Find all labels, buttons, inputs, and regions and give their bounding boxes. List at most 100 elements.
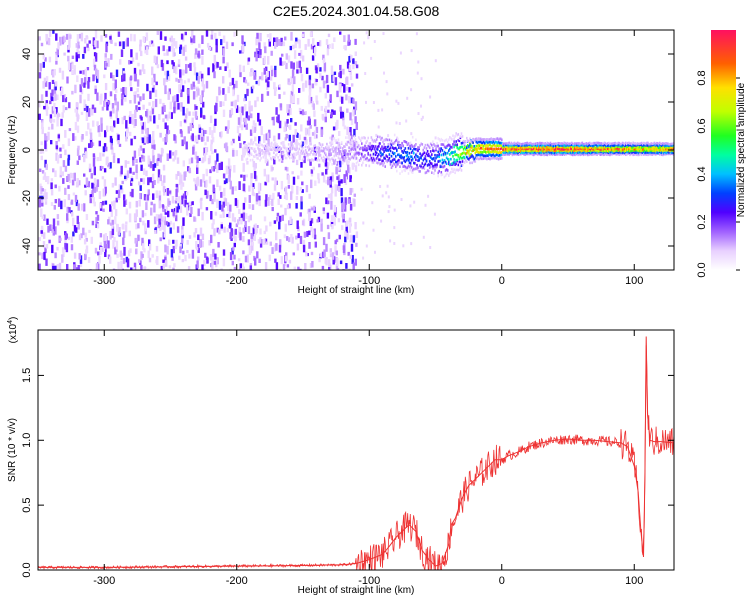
spectrogram-cell (312, 153, 314, 156)
spectrogram-cell (231, 42, 234, 47)
spectrogram-cell (63, 36, 66, 43)
spectrogram-cell (106, 102, 109, 111)
spectrogram-cell (422, 152, 425, 156)
spectrogram-cell (177, 171, 180, 176)
spectrogram-cell (161, 204, 165, 208)
spectrogram-cell (444, 152, 447, 155)
spectrogram-cell (249, 265, 252, 270)
spectrogram-cell (459, 160, 462, 164)
spectrogram-cell (629, 142, 631, 145)
spectrogram-cell (293, 50, 297, 59)
spectrogram-cell (519, 142, 521, 146)
spectrogram-cell (338, 234, 341, 240)
spectrogram-cell (45, 244, 49, 249)
spectrogram-cell (353, 193, 356, 197)
spectrogram-cell (653, 145, 656, 149)
spectrogram-cell (58, 262, 62, 270)
spectrogram-cell (296, 98, 300, 105)
spectrogram-cell (609, 148, 611, 151)
spectrogram-cell (323, 62, 327, 72)
spectrogram-cell (110, 53, 113, 60)
spectrogram-cell (449, 153, 451, 156)
spectrogram-cell (214, 149, 217, 153)
spectrogram-cell (293, 76, 296, 85)
spectrogram-cell (197, 134, 201, 140)
spectrogram-cell (485, 138, 487, 142)
spectrogram-cell (478, 144, 481, 147)
spectrogram-cell (285, 147, 288, 151)
spectrogram-cell (602, 149, 605, 153)
spectrogram-cell (489, 153, 491, 156)
spectrogram-cell (526, 147, 528, 151)
spectrogram-cell (224, 198, 228, 206)
spectrogram-cell (354, 116, 357, 124)
spectrogram-cell (245, 158, 248, 161)
spectrogram-cell (335, 141, 338, 144)
spectrogram-cell (557, 153, 559, 156)
spectrogram-cell (59, 36, 62, 46)
spectrogram-cell (628, 147, 630, 150)
spectrogram-cell (87, 257, 91, 263)
spectrogram-cell (476, 156, 479, 160)
spectrogram-cell (601, 146, 604, 150)
spectrogram-cell (575, 144, 577, 147)
spectrogram-cell (630, 145, 632, 149)
spectrogram-cell (346, 140, 348, 144)
spectrogram-cell (43, 251, 46, 260)
spectrogram-cell (80, 233, 83, 239)
spectrogram-cell (127, 250, 131, 257)
spectrogram-cell (464, 140, 467, 143)
spectrogram-cell (165, 133, 168, 143)
spectrogram-cell (247, 148, 250, 152)
spectrogram-cell (265, 241, 269, 245)
spectrogram-cell (519, 152, 521, 155)
spectrogram-cell (338, 72, 341, 77)
spectrogram-cell (506, 149, 508, 153)
spectrogram-cell (283, 154, 286, 157)
spectrogram-cell (271, 116, 274, 121)
spectrogram-cell (479, 140, 482, 144)
spectrogram-cell (653, 151, 656, 154)
spectrogram-cell (520, 143, 522, 146)
spectrogram-cell (43, 214, 46, 221)
spectrogram-cell (352, 58, 355, 64)
spectrogram-cell (474, 160, 477, 163)
spectrogram-cell (325, 153, 327, 157)
spectrogram-cell (75, 102, 79, 108)
spectrogram-cell (380, 151, 382, 155)
spectrogram-cell (437, 144, 439, 148)
spectrogram-cell (254, 136, 257, 142)
spectrogram-cell (340, 197, 344, 204)
spectrogram-cell (197, 244, 200, 253)
spectrogram-cell (59, 237, 62, 241)
spectrogram-cell (298, 88, 301, 93)
spectrogram-cell (371, 144, 374, 148)
spectrogram-cell (67, 138, 71, 147)
spectrogram-cell (123, 115, 126, 121)
spectrogram-cell (494, 140, 497, 144)
spectrogram-cell (398, 158, 400, 162)
spectrogram-cell (363, 41, 366, 45)
spectrogram-cell (485, 144, 487, 148)
spectrogram-cell (250, 86, 254, 94)
spectrogram-cell (397, 143, 399, 147)
spectrogram-cell (212, 166, 216, 172)
spectrogram-cell (269, 221, 272, 227)
spectrogram-cell (480, 138, 483, 142)
spectrogram-cell (491, 157, 493, 160)
spectrogram-cell (438, 169, 440, 173)
spectrogram-cell (83, 239, 87, 245)
spectrogram-cell (574, 153, 576, 157)
spectrogram-cell (601, 149, 604, 153)
spectrogram-cell (75, 199, 79, 207)
spectrogram-cell (648, 152, 650, 156)
spectrogram-cell (459, 153, 462, 156)
spectrogram-cell (522, 149, 524, 152)
spectrogram-cell (173, 263, 176, 268)
spectrogram-cell (608, 144, 610, 147)
spectrogram-cell (262, 150, 265, 154)
spectrogram-cell (236, 94, 240, 102)
spectrogram-cell (166, 49, 169, 56)
spectrogram-cell (604, 146, 607, 149)
